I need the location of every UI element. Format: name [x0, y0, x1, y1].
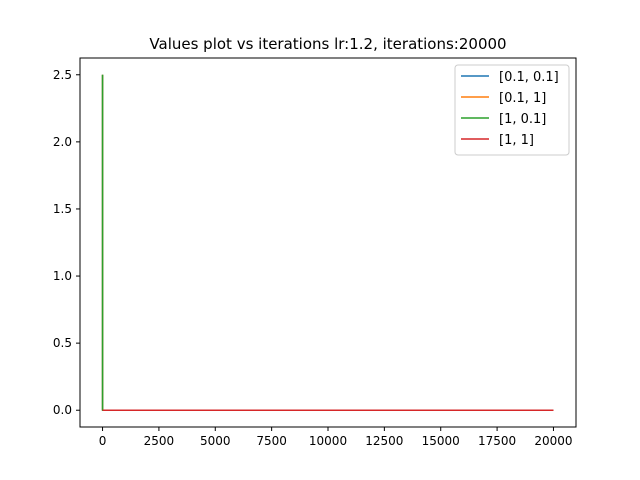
y-tick-label: 2.5: [53, 68, 72, 82]
y-tick-label: 1.0: [53, 269, 72, 283]
x-tick-label: 17500: [478, 434, 516, 448]
x-tick-label: 7500: [256, 434, 287, 448]
legend: [0.1, 0.1] [0.1, 1] [1, 0.1] [1, 1]: [454, 64, 570, 156]
legend-box: [454, 64, 570, 156]
x-tick-label: 10000: [309, 434, 347, 448]
x-axis-ticks: 0 2500 5000 7500 10000 12500 15000 17500 20000: [99, 427, 573, 448]
y-tick-label: 0.5: [53, 336, 72, 350]
y-axis-ticks: 0.0 0.5 1.0 1.5 2.0 2.5: [53, 68, 80, 417]
legend-label-3: [1, 1]: [499, 133, 534, 148]
legend-label-0: [0.1, 0.1]: [499, 70, 559, 85]
legend-label-1: [0.1, 1]: [499, 91, 546, 106]
y-tick-label: 2.0: [53, 135, 72, 149]
x-tick-label: 5000: [200, 434, 231, 448]
y-tick-label: 0.0: [53, 403, 72, 417]
x-tick-label: 20000: [534, 434, 572, 448]
x-tick-label: 0: [99, 434, 107, 448]
legend-label-2: [1, 0.1]: [499, 112, 546, 127]
series-layer: [101, 74, 554, 411]
y-tick-label: 1.5: [53, 202, 72, 216]
x-tick-label: 15000: [422, 434, 460, 448]
chart-title: Values plot vs iterations lr:1.2, iterat…: [149, 35, 506, 53]
x-tick-label: 12500: [365, 434, 403, 448]
x-tick-label: 2500: [144, 434, 175, 448]
